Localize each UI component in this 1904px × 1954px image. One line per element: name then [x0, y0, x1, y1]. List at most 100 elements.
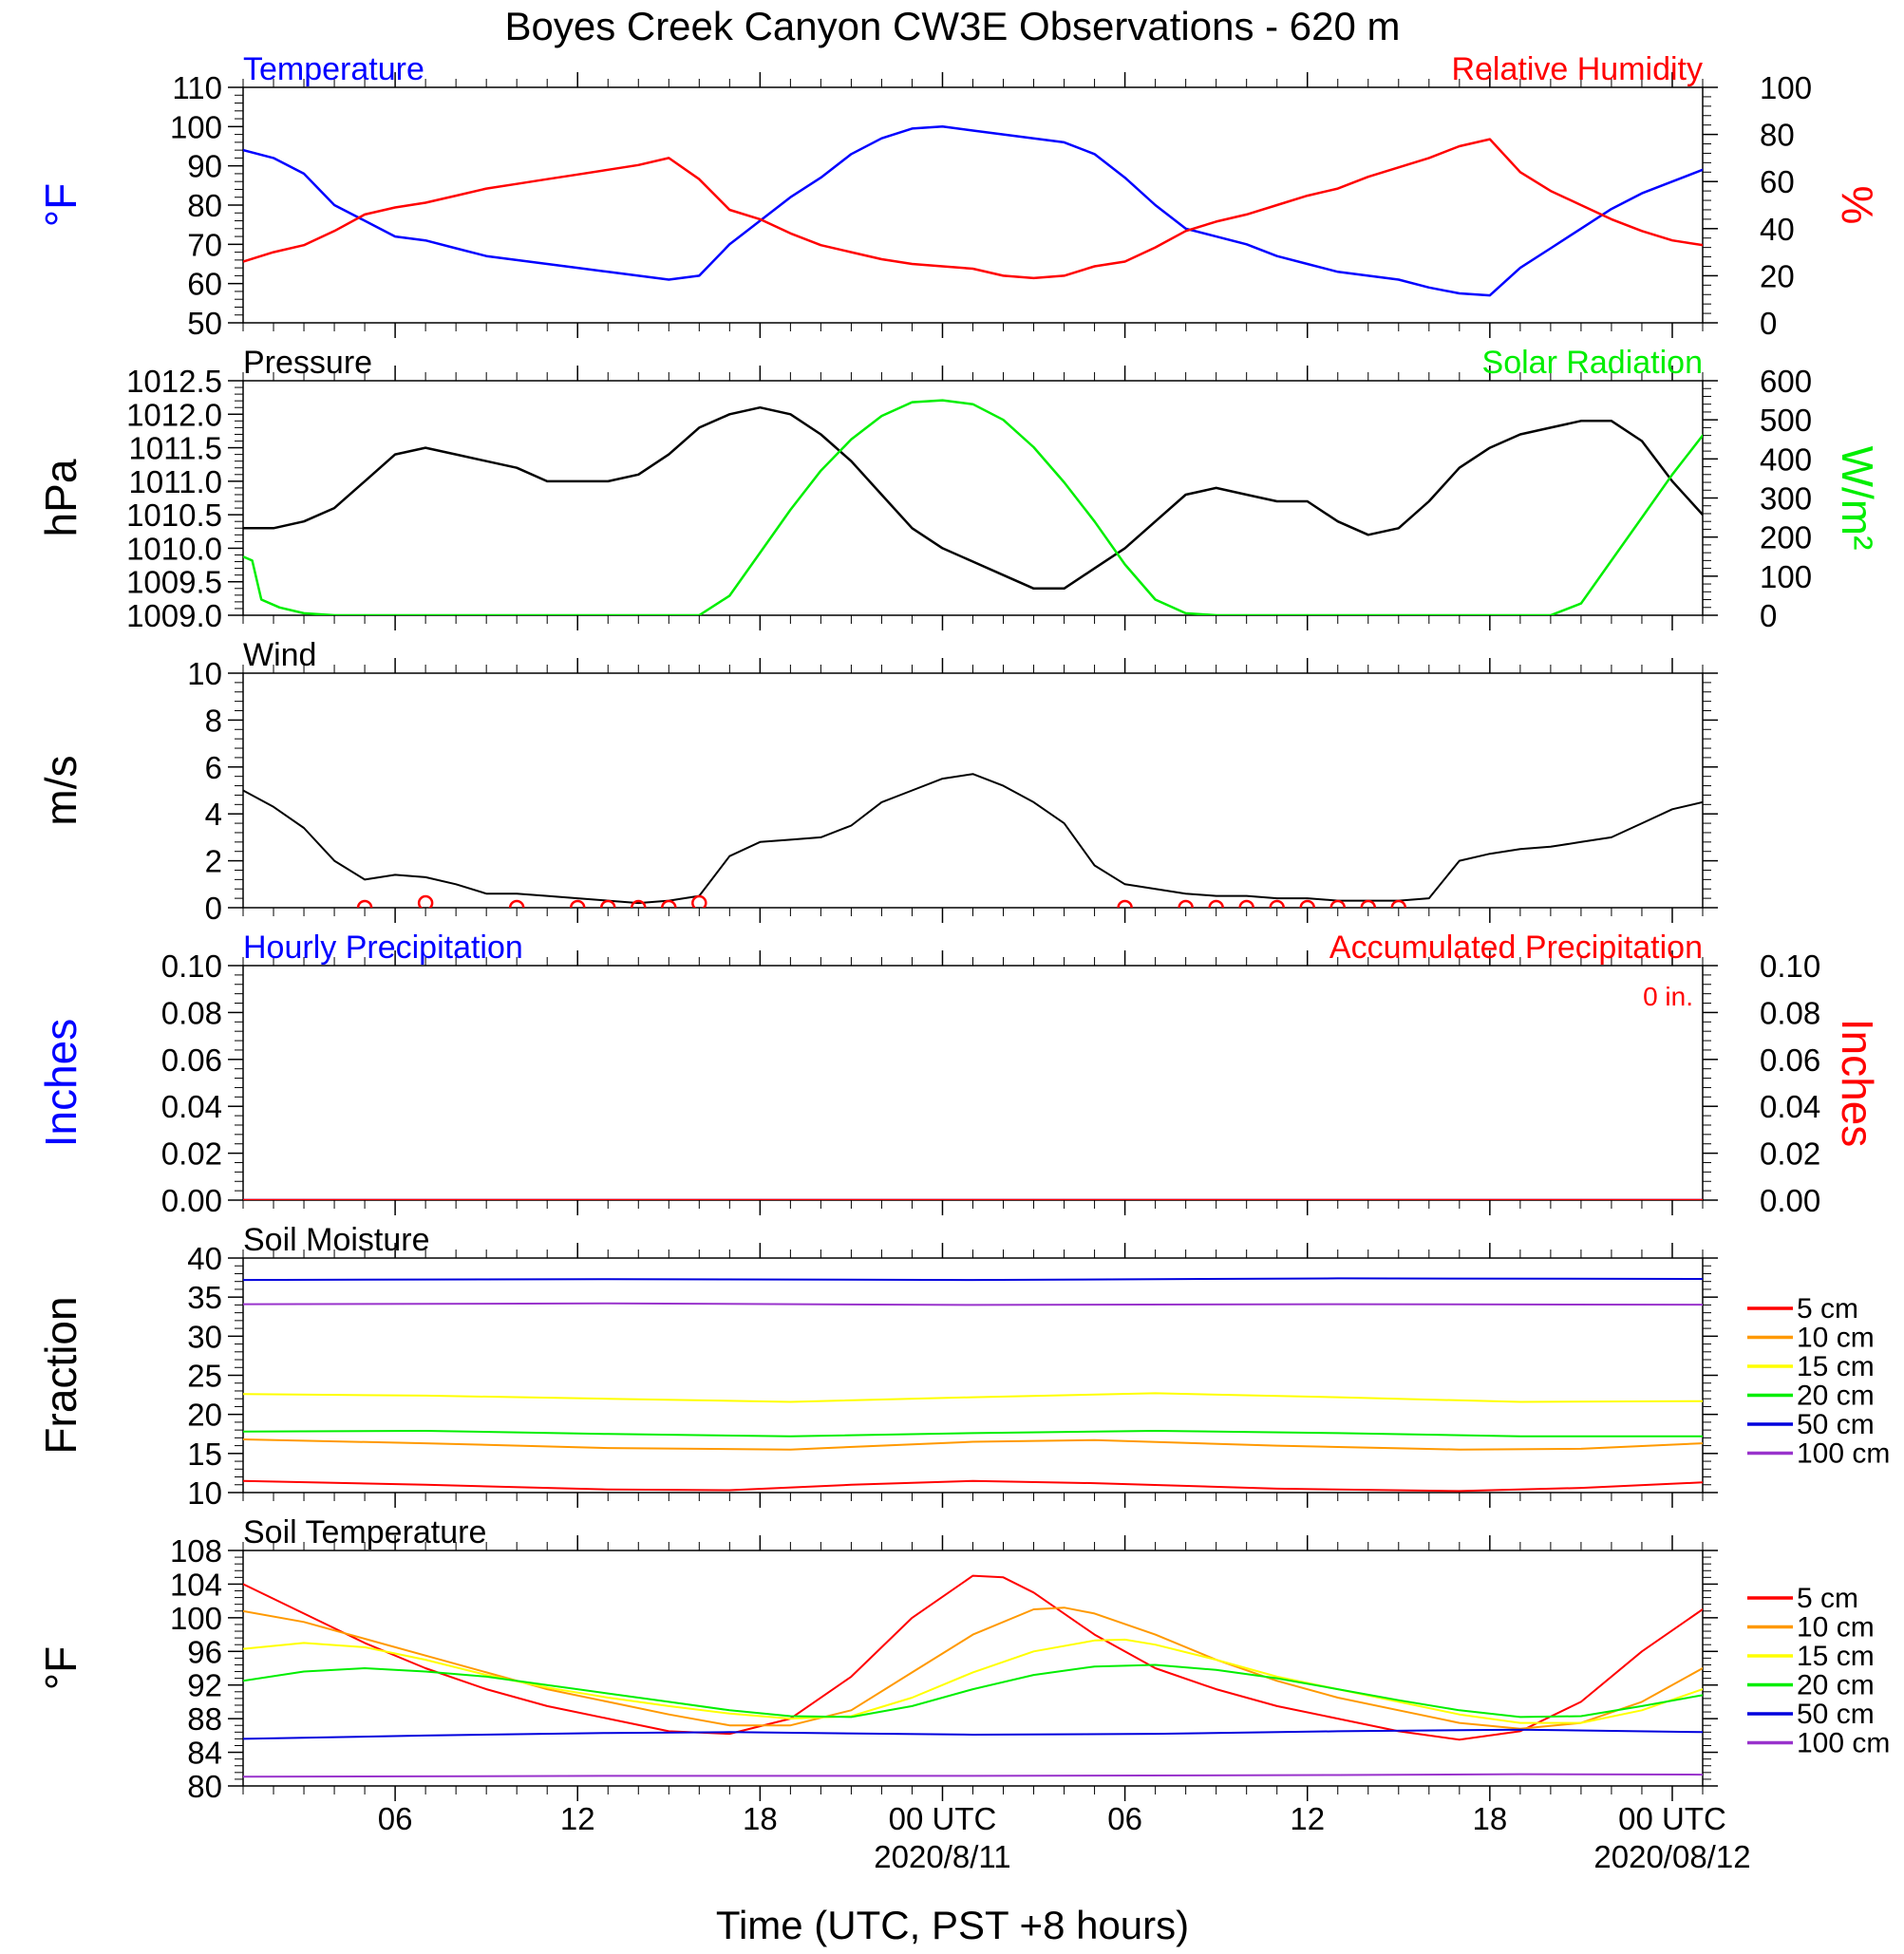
legend-label: 100 cm — [1797, 1728, 1890, 1759]
y-tick-label: 0.00 — [161, 1183, 222, 1218]
legend-label: 5 cm — [1797, 1583, 1858, 1614]
y-tick-label: 15 — [187, 1437, 222, 1472]
y-right-tick-label: 80 — [1760, 118, 1795, 153]
calm-wind-marker — [1269, 899, 1285, 908]
y-tick-label: 10 — [187, 1475, 222, 1511]
calm-wind-marker — [600, 899, 616, 908]
y-right-tick-label: 40 — [1760, 212, 1795, 247]
y-tick-label: 84 — [187, 1736, 222, 1771]
panel-title-left: Pressure — [243, 345, 372, 381]
depth-line-50cm — [243, 1277, 1703, 1282]
y-right-tick-label: 0 — [1760, 598, 1777, 633]
x-tick-sublabel: 2020/8/11 — [874, 1839, 1010, 1874]
y-tick-label: 1011.0 — [129, 464, 222, 499]
panel-title-left: Soil Temperature — [243, 1514, 486, 1550]
y-tick-label: 1009.0 — [126, 598, 222, 633]
panel-title-right: Relative Humidity — [1451, 51, 1703, 87]
panel-temp: 50 60 70 80 90 100 110 0 20 40 60 80 100 Temperature R… — [36, 51, 1882, 341]
x-tick-label: 06 — [1107, 1801, 1142, 1836]
y-axis-unit-left: °F — [36, 1646, 85, 1691]
legend-label: 50 cm — [1797, 1699, 1875, 1730]
y-tick-label: 100 — [170, 109, 222, 144]
y-right-tick-label: 20 — [1760, 258, 1795, 293]
plot-frame — [242, 86, 1704, 324]
calm-wind-marker — [1238, 899, 1254, 908]
y-tick-label: 70 — [187, 227, 222, 262]
legend-label: 20 cm — [1797, 1381, 1875, 1412]
calm-wind-marker — [417, 894, 434, 908]
series-group — [243, 399, 1703, 615]
depth-line-15cm — [243, 1638, 1703, 1724]
series-group — [243, 773, 1703, 908]
series-group — [243, 125, 1703, 297]
y-axis-unit-left: m/s — [36, 755, 85, 825]
y-tick-label: 1009.5 — [126, 565, 222, 600]
y-tick-label: 110 — [172, 70, 222, 105]
y-tick-label: 104 — [170, 1567, 222, 1602]
figure-title: Boyes Creek Canyon CW3E Observations - 6… — [504, 4, 1400, 48]
y-right-tick-label: 500 — [1760, 403, 1812, 438]
panel-title-left: Temperature — [243, 51, 424, 87]
y-tick-label: 108 — [170, 1533, 222, 1569]
plot-frame — [242, 965, 1704, 1201]
y-axis-unit-right: % — [1833, 186, 1882, 225]
calm-wind-marker — [1117, 899, 1133, 908]
y-tick-label: 92 — [187, 1668, 222, 1703]
calm-wind-marker — [661, 899, 677, 908]
depth-line-5cm — [243, 1479, 1703, 1493]
calm-wind-marker — [508, 899, 525, 908]
calm-wind-marker — [356, 899, 373, 908]
panel-wind: 0 2 4 6 8 10 Wind m/s — [36, 637, 1718, 926]
depth-line-5cm — [243, 1574, 1703, 1741]
y-tick-label: 1010.0 — [126, 531, 222, 566]
depth-line-10cm — [243, 1438, 1703, 1451]
panel-pres: 1009.01009.51010.01010.51011.01011.51012… — [36, 345, 1882, 633]
y-tick-label: 8 — [205, 703, 222, 738]
y-tick-label: 0.10 — [161, 949, 222, 984]
y-tick-label: 1010.5 — [126, 498, 222, 533]
depth-line-100cm — [243, 1773, 1703, 1778]
y-right-tick-label: 200 — [1760, 520, 1812, 555]
legend-label: 50 cm — [1797, 1409, 1875, 1440]
calm-wind-marker — [1329, 899, 1346, 908]
y-tick-label: 10 — [187, 656, 222, 691]
y-tick-label: 1012.0 — [126, 397, 222, 432]
depth-line-100cm — [243, 1302, 1703, 1306]
y-axis-unit-left: °F — [36, 183, 85, 228]
calm-wind-marker — [691, 894, 707, 908]
y-tick-label: 4 — [205, 797, 222, 832]
depth-line-20cm — [243, 1430, 1703, 1437]
x-tick-label: 12 — [1290, 1801, 1325, 1836]
y-right-tick-label: 300 — [1760, 481, 1812, 517]
y-tick-label: 1011.5 — [129, 431, 222, 466]
y-right-tick-label: 0.02 — [1760, 1137, 1820, 1172]
legend-label: 5 cm — [1797, 1293, 1858, 1325]
y-tick-label: 1012.5 — [126, 364, 222, 399]
legend-label: 20 cm — [1797, 1670, 1875, 1701]
y-right-tick-label: 0 — [1760, 306, 1777, 341]
calm-wind-marker — [1390, 899, 1407, 908]
legend-label: 10 cm — [1797, 1323, 1875, 1354]
calm-wind-marker — [631, 899, 647, 908]
y-axis-unit-right: W/m² — [1833, 446, 1882, 551]
y-right-tick-label: 0.04 — [1760, 1089, 1820, 1124]
y-right-tick-label: 0.08 — [1760, 995, 1820, 1030]
wind-speed-line — [243, 773, 1703, 905]
y-tick-label: 88 — [187, 1701, 222, 1737]
panel-title-right: Solar Radiation — [1482, 345, 1703, 381]
y-tick-label: 80 — [187, 188, 222, 223]
panel-title-left: Hourly Precipitation — [243, 930, 523, 966]
calm-wind-marker — [1208, 899, 1224, 908]
y-tick-label: 40 — [187, 1241, 222, 1276]
y-right-tick-label: 60 — [1760, 164, 1795, 199]
y-tick-label: 90 — [187, 149, 222, 184]
y-tick-label: 80 — [187, 1769, 222, 1804]
panel-precip: 0.00 0.02 0.04 0.06 0.08 0.10 0.00 0.02 0.04 0.06… — [36, 930, 1882, 1218]
y-right-tick-label: 600 — [1760, 364, 1812, 399]
x-tick-label: 18 — [1472, 1801, 1507, 1836]
y-right-tick-label: 100 — [1760, 559, 1812, 594]
x-tick-label: 06 — [378, 1801, 413, 1836]
y-axis-unit-left: Fraction — [36, 1296, 85, 1454]
legend-label: 10 cm — [1797, 1612, 1875, 1644]
